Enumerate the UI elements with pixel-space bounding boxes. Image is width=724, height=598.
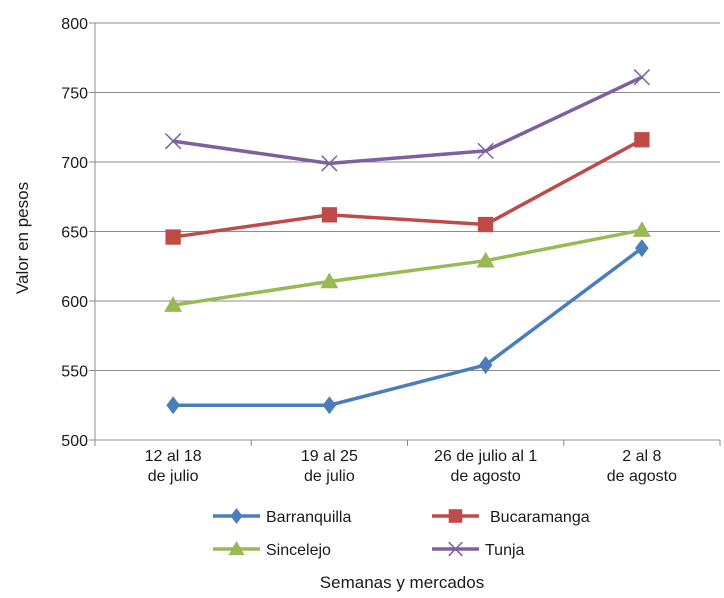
legend-label: Sincelejo <box>266 542 331 559</box>
marker-triangle <box>632 221 651 237</box>
data-point <box>477 216 494 233</box>
marker-x <box>477 142 494 160</box>
marker-square <box>321 207 338 223</box>
x-tick-label-line: 26 de julio al 1 <box>434 448 537 465</box>
y-tick-label: 650 <box>61 225 88 242</box>
x-tick-label-line: 2 al 8 <box>622 448 661 465</box>
x-axis-title: Semanas y mercados <box>320 573 484 592</box>
series-sincelejo <box>164 221 651 312</box>
x-tick-label-line: 12 al 18 <box>145 448 202 465</box>
series-barranquilla <box>166 239 649 415</box>
series-line <box>173 246 643 407</box>
marker-diamond <box>478 355 493 374</box>
series-lines <box>164 69 651 415</box>
marker-triangle <box>320 272 339 289</box>
marker-diamond <box>635 239 649 258</box>
data-point <box>632 221 651 237</box>
marker-square <box>634 132 650 148</box>
series-bucaramanga <box>165 132 650 245</box>
data-point <box>634 132 650 148</box>
x-tick-label: 2 al 8 de agosto <box>607 448 677 485</box>
marker-square <box>477 216 494 233</box>
data-point <box>633 69 651 86</box>
legend-label: Tunja <box>485 542 525 559</box>
data-point <box>635 239 649 258</box>
data-point <box>477 142 494 160</box>
marker-diamond <box>322 396 337 415</box>
legend-label: Bucaramanga <box>490 509 590 526</box>
data-point <box>164 296 183 312</box>
data-point <box>164 132 182 150</box>
x-tick-labels: 12 al 18 de julio 19 al 25 de julio 26 de ju… <box>145 448 677 485</box>
marker-square <box>448 509 463 523</box>
axes <box>89 22 721 446</box>
x-tick-label-line: de agosto <box>450 468 520 485</box>
legend-item-bucaramanga: Bucaramanga <box>432 509 590 526</box>
data-point <box>478 355 493 374</box>
data-point <box>476 251 495 268</box>
x-tick-label: 26 de julio al 1 de agosto <box>434 448 537 485</box>
series-line <box>172 138 643 239</box>
marker-triangle <box>228 541 245 555</box>
series-tunja <box>164 69 651 172</box>
legend: Barranquilla Bucaramanga Sincelejo Tunja <box>213 508 590 559</box>
series-line <box>172 228 643 307</box>
y-tick-label: 750 <box>61 86 88 103</box>
x-tick-label-line: de julio <box>304 468 355 485</box>
data-point <box>166 396 180 415</box>
marker-diamond <box>230 508 243 524</box>
y-axis-title: Valor en pesos <box>13 182 32 294</box>
legend-label: Barranquilla <box>266 509 351 526</box>
data-point <box>321 155 338 172</box>
marker-triangle <box>476 251 495 268</box>
marker-x <box>448 541 463 557</box>
x-tick-label-line: de agosto <box>607 468 677 485</box>
data-point <box>322 396 337 415</box>
marker-square <box>165 229 181 245</box>
y-tick-label: 500 <box>61 433 88 450</box>
y-tick-label: 550 <box>61 364 88 381</box>
y-tick-label: 600 <box>61 294 88 311</box>
marker-triangle <box>164 296 183 312</box>
data-point <box>321 207 338 223</box>
y-tick-label: 700 <box>61 155 88 172</box>
legend-item-sincelejo: Sincelejo <box>213 541 331 559</box>
x-tick-label: 12 al 18 de julio <box>145 448 202 485</box>
series-line <box>172 75 643 166</box>
data-point <box>320 272 339 289</box>
legend-item-barranquilla: Barranquilla <box>213 508 351 526</box>
y-tick-label: 800 <box>61 16 88 33</box>
y-tick-labels: 500 550 600 650 700 750 800 <box>61 16 88 450</box>
data-point <box>165 229 181 245</box>
legend-item-tunja: Tunja <box>432 541 525 559</box>
marker-x <box>633 69 651 86</box>
marker-x <box>164 132 182 150</box>
x-tick-label-line: 19 al 25 <box>301 448 358 465</box>
marker-diamond <box>166 396 180 415</box>
marker-x <box>321 155 338 172</box>
x-tick-label-line: de julio <box>148 468 199 485</box>
x-tick-label: 19 al 25 de julio <box>301 448 358 485</box>
